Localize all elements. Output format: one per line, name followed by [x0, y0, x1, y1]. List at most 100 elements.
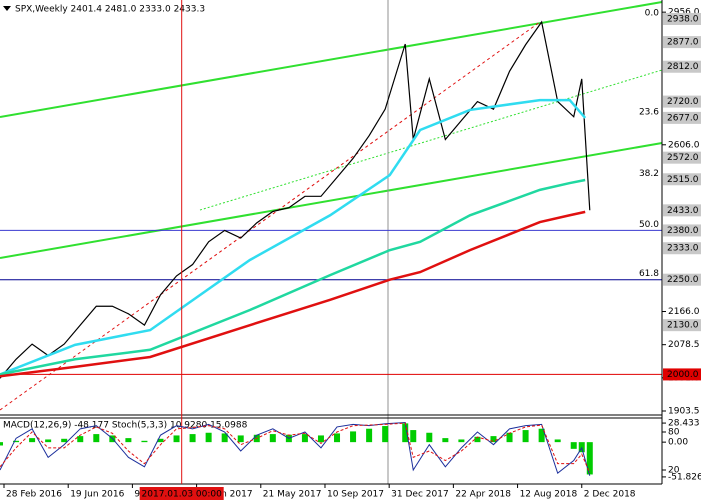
x-tick-label: 21 May 2017 — [263, 490, 322, 500]
channel-upper — [0, 1, 663, 118]
macd-bar — [93, 434, 100, 443]
level-label: 2380.0 — [667, 226, 699, 236]
macd-bar — [61, 438, 68, 443]
macd-bar — [506, 432, 513, 443]
crosshair-label: 2017.01.03 00:00 — [142, 490, 223, 500]
y-tick-label: 2606.0 — [668, 140, 700, 150]
level-label: 2677.0 — [667, 113, 699, 123]
macd-bar — [301, 434, 308, 443]
trend-lines — [0, 0, 663, 484]
macd-bar — [442, 438, 449, 443]
level-box — [663, 319, 701, 332]
macd-bar — [426, 432, 433, 443]
macd-bar — [189, 434, 196, 443]
level-box — [663, 60, 701, 73]
level-box — [663, 173, 701, 186]
fib-label: 61.8 — [639, 269, 659, 279]
macd-bar — [554, 439, 561, 443]
macd-bar — [402, 423, 409, 443]
macd-bar — [157, 438, 164, 443]
y-tick-label: 1903.5 — [668, 406, 700, 416]
macd-bar — [570, 442, 577, 449]
level-label: 2812.0 — [667, 62, 699, 72]
macd-bar — [125, 438, 132, 443]
macd-bar — [13, 440, 20, 443]
level-label: 2250.0 — [667, 275, 699, 285]
x-tick-label: 31 Dec 2017 — [391, 490, 449, 500]
level-box — [663, 151, 701, 164]
macd-bar — [490, 436, 497, 443]
menu-icon[interactable] — [3, 6, 11, 11]
price-line — [0, 20, 591, 379]
x-tick-label: 22 Apr 2018 — [455, 490, 511, 500]
level-label: 2515.0 — [667, 175, 699, 185]
level-label: 2433.0 — [667, 206, 699, 216]
level-box — [663, 36, 701, 49]
macd-bar — [173, 435, 180, 443]
level-box — [663, 204, 701, 217]
fibo-diagonal — [0, 21, 541, 411]
level-label: 2938.0 — [667, 14, 699, 24]
x-tick-label: 19 Jun 2016 — [70, 490, 124, 500]
fib-label: 23.6 — [639, 107, 659, 117]
macd-bar — [141, 440, 148, 443]
fib-label: 0.0 — [645, 8, 660, 18]
macd-bar — [366, 428, 373, 443]
y-tick-label: 2166.0 — [668, 307, 700, 317]
level-label: 2000.0 — [667, 370, 699, 380]
indicator-title: MACD(12,26,9) -48.177 Stoch(5,3,3) 10.92… — [3, 421, 248, 431]
x-tick-label: 2 Dec 2018 — [584, 490, 636, 500]
level-box — [663, 242, 701, 255]
chart-title: SPX,Weekly 2401.4 2481.0 2333.0 2433.3 — [15, 5, 205, 15]
x-tick-label: 10 Sep 2017 — [327, 490, 384, 500]
y2-tick-label: 20 — [668, 466, 680, 476]
x-tick-label: 28 Feb 2016 — [6, 490, 62, 500]
macd-bar — [382, 426, 389, 443]
level-box — [663, 111, 701, 124]
macd-bar — [410, 430, 417, 443]
y-tick-label: -51.826 — [668, 472, 701, 482]
y2-tick-label: 80 — [668, 427, 680, 437]
macd-bar — [474, 436, 481, 443]
level-box — [663, 12, 701, 25]
level-label: 2130.0 — [667, 321, 699, 331]
macd-bar — [205, 432, 212, 443]
level-label: 2333.0 — [667, 244, 699, 254]
macd-bar — [0, 442, 3, 446]
macd-bar — [586, 442, 593, 475]
stoch-line — [0, 422, 591, 474]
macd-bar — [458, 439, 465, 443]
y-tick-label: 2956.0 — [668, 8, 700, 18]
price-line — [0, 178, 586, 376]
macd-bar — [221, 433, 228, 443]
channel-middle — [199, 69, 663, 211]
y-tick-label: 0.00 — [668, 438, 688, 448]
y-tick-label: 28.433 — [668, 419, 700, 429]
macd-bar — [29, 438, 36, 443]
level-box — [663, 273, 701, 286]
price-line — [0, 98, 587, 376]
stoch-line — [0, 421, 591, 476]
level-label: 2877.0 — [667, 38, 699, 48]
level-box — [663, 368, 701, 381]
x-tick-label: 12 Aug 2018 — [520, 490, 578, 500]
level-label: 2572.0 — [667, 153, 699, 163]
macd-bar — [317, 435, 324, 443]
level-box — [663, 95, 701, 108]
x-tick-label: 29 Jan 2017 — [199, 490, 253, 500]
macd-bar — [522, 430, 529, 443]
macd-bar — [269, 434, 276, 443]
price-line — [0, 210, 586, 378]
level-label: 2720.0 — [667, 97, 699, 107]
channel-lower — [0, 142, 663, 259]
macd-bar — [350, 431, 357, 443]
macd-bar — [334, 433, 341, 443]
y-tick-label: 2078.5 — [668, 340, 700, 350]
level-box — [663, 224, 701, 237]
macd-bar — [45, 439, 52, 443]
macd-bar — [538, 428, 545, 443]
fib-label: 50.0 — [639, 220, 659, 230]
crosshair-box — [139, 487, 224, 500]
